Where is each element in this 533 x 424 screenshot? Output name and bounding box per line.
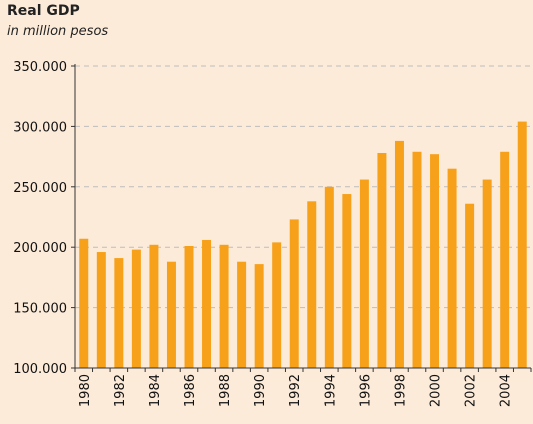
- bar-2005: [517, 121, 527, 369]
- bar-1986: [184, 245, 194, 368]
- x-tick-label: 1988: [218, 374, 233, 407]
- bar-1996: [359, 179, 369, 368]
- bar-1994: [324, 186, 334, 368]
- y-tick-label: 300.000: [13, 120, 67, 135]
- bar-1989: [237, 261, 247, 368]
- x-tick-label: 2002: [464, 374, 479, 407]
- x-tick-label: 1980: [78, 374, 93, 407]
- chart-subtitle: in million pesos: [7, 24, 109, 39]
- x-tick-label: 1992: [288, 374, 303, 407]
- axes: [71, 64, 532, 372]
- x-tick-label: 1996: [358, 374, 373, 407]
- x-tick-label: 2000: [429, 374, 444, 407]
- chart-title: Real GDP: [7, 3, 80, 19]
- x-tick-label: 1990: [253, 374, 268, 407]
- bar-2002: [465, 203, 475, 368]
- bar-1983: [131, 249, 141, 368]
- bar-1992: [289, 219, 299, 368]
- bar-2003: [482, 179, 492, 368]
- bar-1999: [412, 151, 422, 368]
- bar-1998: [394, 140, 404, 368]
- bars: [79, 121, 527, 369]
- bar-1997: [377, 152, 387, 368]
- bar-1980: [79, 238, 89, 368]
- y-tick-label: 250.000: [13, 181, 67, 196]
- y-tick-label: 150.000: [13, 302, 67, 317]
- x-tick-label: 1994: [323, 374, 338, 407]
- bar-1984: [149, 244, 159, 368]
- bar-1995: [342, 194, 352, 368]
- bar-1981: [96, 252, 106, 368]
- y-tick-labels: 100.000 150.000 200.000 250.000 300.000 350.0…: [13, 60, 67, 377]
- y-tick-label: 200.000: [13, 241, 67, 256]
- x-tick-label: 1986: [183, 374, 198, 407]
- bar-2004: [500, 151, 510, 368]
- bar-1991: [272, 242, 282, 368]
- grid-lines: [75, 65, 531, 309]
- bar-1993: [307, 201, 317, 368]
- y-tick-label: 350.000: [13, 60, 67, 75]
- bar-1982: [114, 258, 124, 368]
- bar-1988: [219, 244, 229, 368]
- x-tick-label: 1984: [148, 374, 163, 407]
- bar-2000: [430, 154, 440, 368]
- bar-1985: [166, 261, 176, 368]
- y-tick-label: 100.000: [13, 362, 67, 377]
- x-tick-label: 1982: [113, 374, 128, 407]
- bar-2001: [447, 168, 457, 368]
- x-tick-label: 1998: [393, 374, 408, 407]
- bar-1990: [254, 264, 264, 368]
- x-tick-labels: 1980 1982 1984 1986 1988 1990 1992 1994 1996 1998…: [78, 374, 514, 407]
- bar-1987: [202, 239, 212, 368]
- x-tick-label: 2004: [499, 374, 514, 407]
